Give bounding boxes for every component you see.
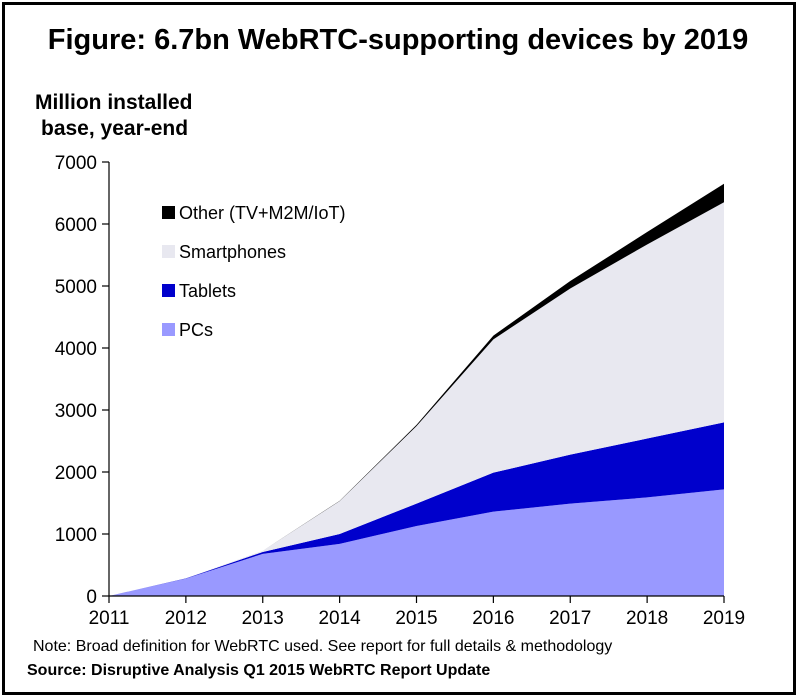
y-tick-label: 5000	[55, 277, 97, 298]
legend-label: Smartphones	[179, 242, 286, 262]
x-tick-label: 2015	[395, 608, 437, 629]
x-tick-label: 2016	[472, 608, 514, 629]
x-tick-label: 2013	[242, 608, 284, 629]
y-tick-label: 2000	[55, 463, 97, 484]
y-axis-label-line2: base, year-end	[41, 117, 189, 140]
legend-swatch	[162, 284, 175, 297]
x-tick-label: 2014	[318, 608, 361, 629]
chart-title: Figure: 6.7bn WebRTC-supporting devices …	[47, 24, 749, 56]
y-tick-label: 1000	[55, 525, 97, 546]
x-tick-label: 2019	[703, 608, 745, 629]
area-other-tv-m2m-iot	[109, 183, 724, 596]
y-tick-label: 0	[86, 587, 97, 608]
x-tick-label: 2012	[165, 608, 207, 629]
y-tick-label: 3000	[55, 401, 97, 422]
legend-label: Tablets	[179, 281, 236, 301]
y-axis-label: Million installed base, year-end	[35, 90, 193, 142]
y-axis-label-line1: Million installed	[35, 91, 193, 114]
y-tick-label: 6000	[55, 215, 97, 236]
x-tick-label: 2017	[549, 608, 591, 629]
legend-label: Other (TV+M2M/IoT)	[179, 203, 346, 223]
chart-note: Note: Broad definition for WebRTC used. …	[33, 638, 613, 655]
legend-swatch	[162, 245, 175, 258]
chart-source: Source: Disruptive Analysis Q1 2015 WebR…	[27, 662, 491, 679]
area-tablets	[109, 422, 724, 596]
area-smartphones	[109, 202, 724, 597]
legend-swatch	[162, 323, 175, 336]
y-tick-label: 4000	[55, 339, 97, 360]
y-tick-label: 7000	[55, 153, 97, 174]
legend-swatch	[162, 206, 175, 219]
x-tick-label: 2018	[626, 608, 668, 629]
x-tick-label: 2011	[89, 608, 130, 629]
legend-label: PCs	[179, 320, 213, 340]
area-pcs	[109, 489, 724, 596]
